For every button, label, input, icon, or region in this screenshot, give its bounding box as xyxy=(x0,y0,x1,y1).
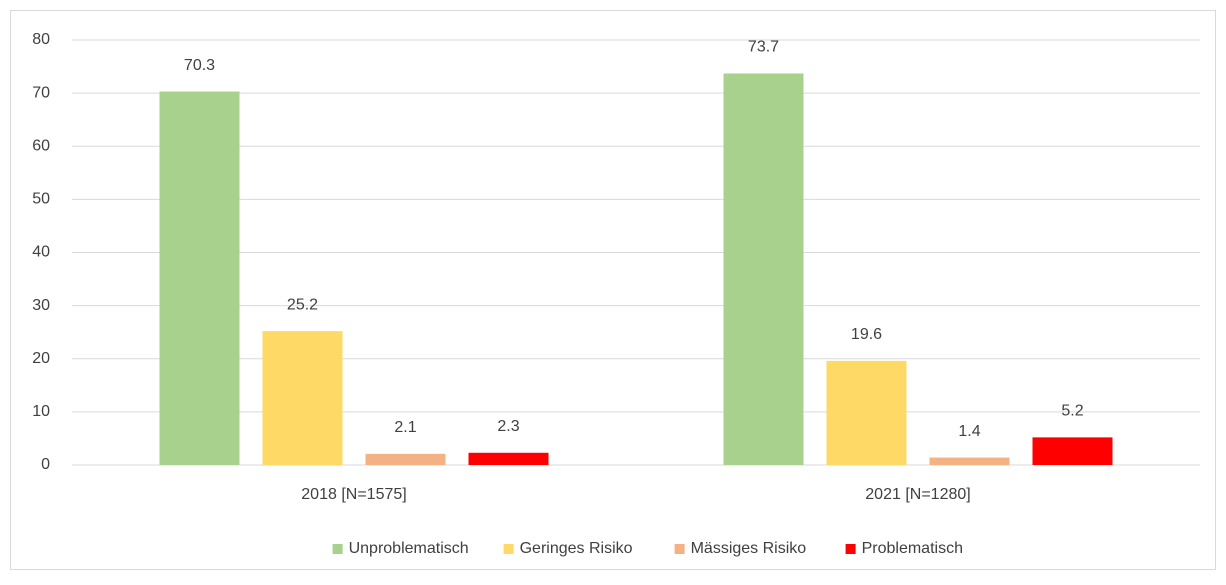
bar xyxy=(262,331,343,465)
data-label: 2.3 xyxy=(497,418,519,435)
legend-label: Mässiges Risiko xyxy=(691,540,807,557)
legend-swatch xyxy=(503,544,514,554)
data-label: 2.1 xyxy=(394,419,416,436)
legend-swatch xyxy=(332,544,343,554)
data-label: 1.4 xyxy=(958,423,980,440)
bar xyxy=(159,91,240,465)
bar xyxy=(468,452,549,465)
legend-swatch xyxy=(845,544,856,554)
bar xyxy=(365,453,446,465)
y-tick-label: 0 xyxy=(41,456,50,473)
y-tick-label: 10 xyxy=(32,403,50,420)
data-label: 73.7 xyxy=(748,39,779,56)
x-tick-label: 2021 [N=1280] xyxy=(865,486,970,503)
y-tick-label: 20 xyxy=(32,350,50,367)
data-label: 19.6 xyxy=(851,326,882,343)
y-tick-label: 50 xyxy=(32,191,50,208)
bar xyxy=(929,457,1010,465)
legend-label: Problematisch xyxy=(862,540,963,557)
legend-label: Geringes Risiko xyxy=(520,540,633,557)
x-tick-label: 2018 [N=1575] xyxy=(301,486,406,503)
data-label: 25.2 xyxy=(287,296,318,313)
bar xyxy=(1032,437,1113,465)
legend-swatch xyxy=(674,544,685,554)
bar xyxy=(723,73,804,465)
y-tick-label: 80 xyxy=(32,31,50,48)
data-label: 5.2 xyxy=(1061,403,1083,420)
data-label: 70.3 xyxy=(184,57,215,74)
y-tick-label: 70 xyxy=(32,84,50,101)
bar xyxy=(826,360,907,465)
y-tick-label: 60 xyxy=(32,137,50,154)
y-tick-label: 40 xyxy=(32,244,50,261)
y-tick-label: 30 xyxy=(32,297,50,314)
legend-label: Unproblematisch xyxy=(349,540,469,557)
